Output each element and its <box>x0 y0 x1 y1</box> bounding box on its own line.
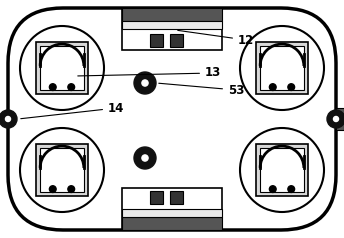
Bar <box>122 8 222 21</box>
Bar <box>122 209 222 217</box>
Bar <box>260 148 304 192</box>
Circle shape <box>142 80 148 86</box>
Text: 12: 12 <box>178 30 254 46</box>
Bar <box>150 34 163 47</box>
Bar <box>150 191 163 204</box>
Bar <box>256 144 308 196</box>
Text: 13: 13 <box>78 66 221 79</box>
Bar <box>36 144 88 196</box>
Circle shape <box>269 84 276 90</box>
Bar <box>40 46 84 90</box>
Circle shape <box>327 110 344 128</box>
Circle shape <box>288 186 294 193</box>
Text: 14: 14 <box>21 101 125 119</box>
Circle shape <box>0 110 17 128</box>
Bar <box>256 42 308 94</box>
Circle shape <box>20 26 104 110</box>
Circle shape <box>50 84 56 90</box>
Circle shape <box>142 155 148 161</box>
Bar <box>336 108 344 130</box>
Bar <box>36 42 88 94</box>
Bar <box>170 34 183 47</box>
Circle shape <box>134 147 156 169</box>
Circle shape <box>269 186 276 193</box>
Circle shape <box>68 186 75 193</box>
Circle shape <box>20 128 104 212</box>
Circle shape <box>50 186 56 193</box>
Bar <box>260 46 304 90</box>
Circle shape <box>240 128 324 212</box>
Bar <box>40 148 84 192</box>
Bar <box>122 217 222 230</box>
Circle shape <box>68 84 75 90</box>
Circle shape <box>333 116 338 122</box>
Circle shape <box>134 72 156 94</box>
Bar <box>122 8 222 50</box>
Bar <box>170 191 183 204</box>
Circle shape <box>6 116 11 122</box>
FancyBboxPatch shape <box>8 8 336 230</box>
Circle shape <box>240 26 324 110</box>
Circle shape <box>288 84 294 90</box>
Bar <box>122 188 222 230</box>
Bar <box>122 21 222 29</box>
Text: 53: 53 <box>159 83 244 96</box>
